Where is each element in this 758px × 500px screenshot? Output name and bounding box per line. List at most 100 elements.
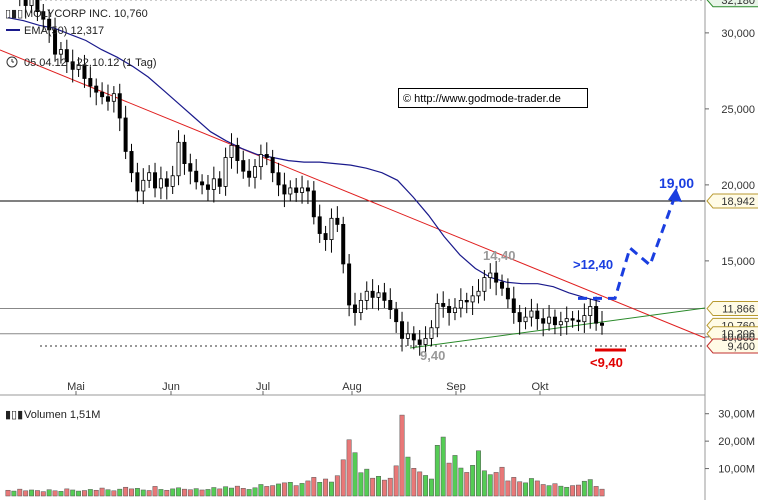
candle-body	[129, 151, 134, 174]
volume-bar	[511, 477, 517, 497]
volume-bar	[58, 491, 64, 497]
volume-bar	[111, 490, 117, 497]
y-tick-label: 15,000	[721, 256, 755, 268]
volume-bar	[399, 414, 405, 497]
level-badge-label: 9,400	[727, 341, 755, 353]
candle-body	[311, 190, 316, 218]
candle-body	[135, 172, 140, 192]
volume-bar	[64, 488, 70, 497]
volume-bar	[52, 490, 58, 497]
candle-body	[429, 327, 434, 339]
volume-bar	[540, 484, 546, 497]
candle-body	[258, 154, 263, 168]
candle-body	[147, 172, 152, 181]
candle-body	[100, 91, 105, 98]
symbol-title: MOLYCORP INC. 10,760	[24, 8, 148, 20]
candle-body	[552, 316, 557, 326]
candle-body	[188, 163, 193, 172]
candle-body	[394, 309, 399, 323]
volume-bar	[46, 489, 52, 497]
level-badge-label: 18,942	[721, 196, 755, 208]
volume-bar	[552, 483, 558, 497]
candle-body	[41, 11, 46, 20]
volume-bar	[181, 488, 187, 497]
volume-bar	[523, 482, 528, 497]
volume-bar	[517, 481, 523, 497]
volume-bar	[452, 455, 458, 497]
volume-bar	[70, 489, 76, 497]
volume-axis: 10,00M 20,00M 30,00M	[705, 409, 755, 476]
candle-body	[347, 263, 352, 306]
candle-body	[88, 78, 93, 87]
volume-bar	[76, 490, 82, 497]
volume-bar	[423, 475, 429, 497]
time-axis: Mai Jun Jul Aug Sep Okt	[67, 381, 549, 395]
candle-body	[358, 299, 363, 313]
uptrend-line	[409, 307, 706, 349]
candle-body	[211, 178, 216, 190]
volume-bar	[287, 482, 293, 497]
level-badge-label: 10,206	[721, 329, 755, 341]
volume-bar	[40, 491, 46, 497]
volume-bar	[223, 486, 229, 497]
candle-body	[470, 295, 475, 303]
volume-bar	[270, 485, 276, 497]
candle-body	[523, 316, 528, 323]
volume-bar	[199, 489, 205, 497]
candle-body	[494, 272, 499, 283]
target-label: 19,00	[659, 175, 694, 191]
x-tick-label: Sep	[446, 381, 466, 393]
candle-body	[23, 0, 28, 6]
candlestick-series	[19, 0, 605, 358]
source-url-box: © http://www.godmode-trader.de	[398, 88, 588, 108]
candle-body	[47, 18, 52, 31]
volume-bar	[534, 480, 540, 497]
volume-bar	[164, 489, 170, 497]
breakdown-label: <9,40	[590, 355, 623, 370]
volume-bar	[458, 467, 464, 497]
candle-body	[423, 337, 428, 345]
candle-body	[29, 0, 34, 6]
volume-bar	[158, 489, 164, 497]
volume-bar	[599, 488, 605, 497]
candle-body	[117, 93, 122, 119]
candle-legend-icon: ▯▮▯	[5, 8, 23, 20]
volume-bar	[305, 480, 311, 497]
trend-lines	[0, 49, 706, 349]
candle-body	[582, 315, 587, 323]
candle-body	[176, 141, 181, 177]
candle-body	[264, 154, 269, 158]
level-badge-label: 11,866	[722, 304, 755, 316]
clock-icon	[6, 56, 18, 68]
volume-bar	[234, 485, 240, 497]
volume-bar	[134, 488, 140, 497]
level-badge	[706, 193, 758, 209]
volume-bar	[87, 489, 93, 497]
candle-body	[305, 187, 310, 192]
candle-body	[35, 0, 40, 12]
candle-body	[535, 310, 540, 320]
candle-body	[570, 318, 575, 321]
candle-body	[417, 339, 422, 345]
candle-body	[476, 290, 481, 297]
candle-body	[241, 160, 246, 172]
volume-bar	[346, 439, 352, 497]
volume-bar	[34, 490, 40, 497]
volume-bar	[352, 452, 358, 497]
candle-body	[382, 292, 387, 301]
candle-body	[488, 272, 493, 279]
volume-bar	[140, 489, 146, 497]
candle-body	[300, 187, 305, 193]
candle-body	[217, 178, 222, 187]
volume-bar	[281, 482, 287, 497]
volume-bar	[146, 490, 152, 497]
candle-body	[158, 178, 163, 189]
volume-bar	[587, 479, 593, 497]
volume-bar	[17, 488, 23, 497]
candle-body	[253, 166, 258, 178]
candle-body	[576, 319, 581, 323]
volume-bar	[411, 468, 417, 497]
candle-body	[464, 299, 469, 303]
volume-bar	[564, 486, 570, 497]
